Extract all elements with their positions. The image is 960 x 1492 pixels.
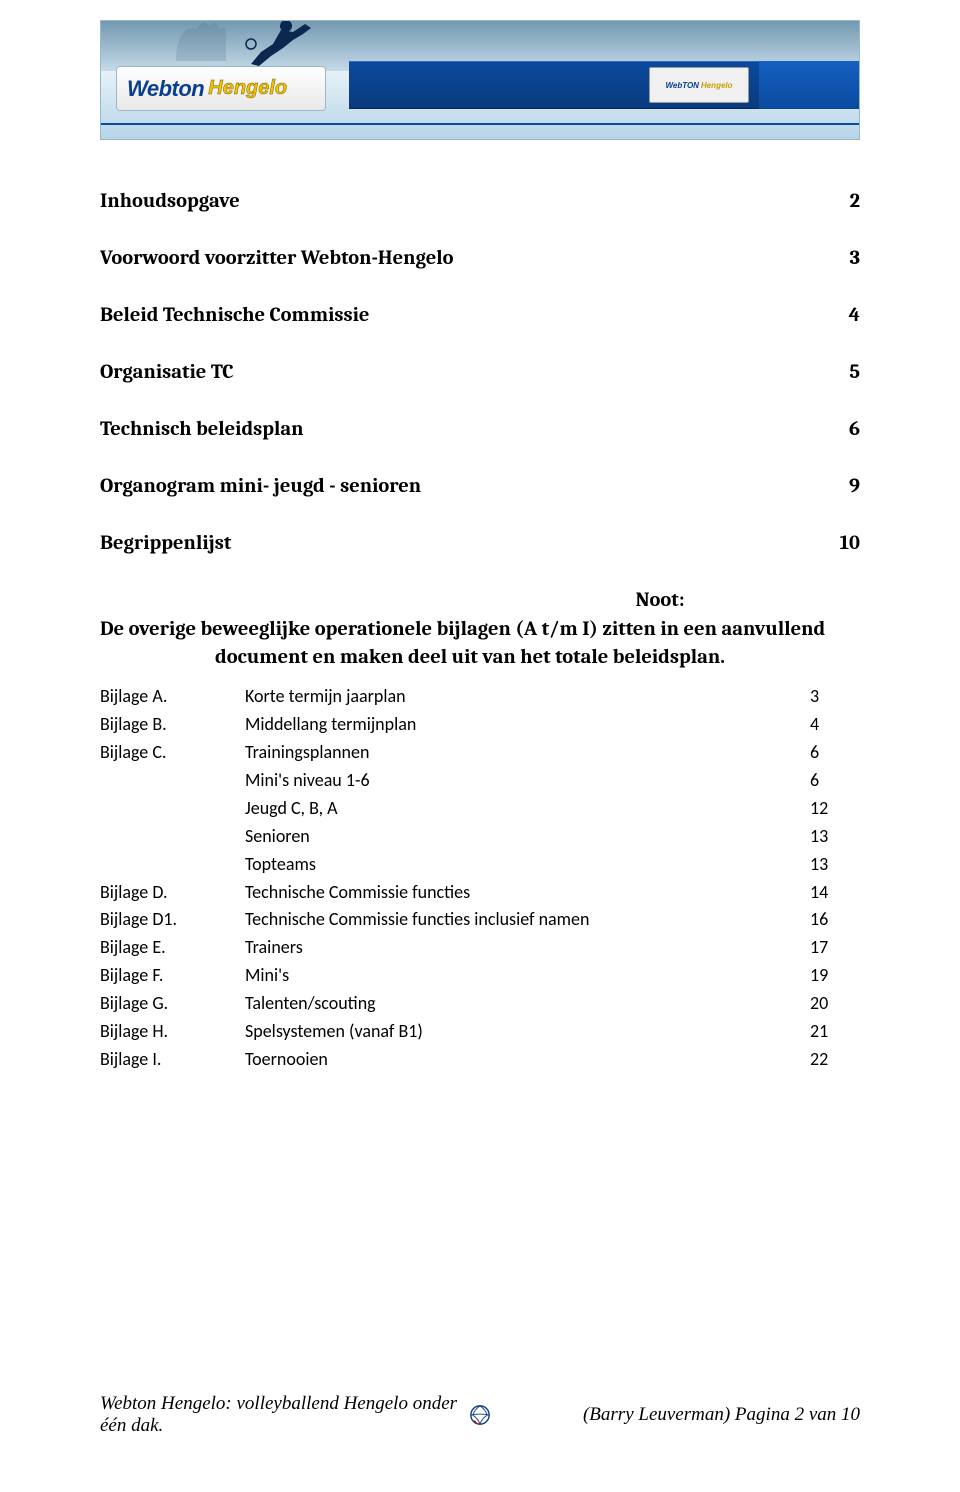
appendix-title: Jeugd C, B, A [245,795,810,823]
note-text: De overige beweeglijke operationele bijl… [100,616,860,671]
appendix-row: Bijlage E.Trainers17 [100,934,860,962]
toc-row: Organisatie TC 5 [100,361,860,384]
footer-right-text: (Barry Leuverman) Pagina 2 van 10 [495,1404,860,1426]
toc-label: Begrippenlijst [100,532,231,555]
hand-silhouette-icon [171,21,231,61]
appendix-list: Bijlage A.Korte termijn jaarplan3 Bijlag… [100,683,860,1073]
appendix-row: Bijlage A.Korte termijn jaarplan3 [100,683,860,711]
banner-underline [101,123,859,125]
table-of-contents: Inhoudsopgave 2 Voorwoord voorzitter Web… [100,190,860,555]
header-banner: Webton Hengelo WebTON Hengelo [100,20,860,140]
appendix-key [100,767,245,795]
appendix-key [100,851,245,879]
toc-label: Organisatie TC [100,361,234,384]
appendix-key: Bijlage I. [100,1046,245,1074]
toc-page: 6 [820,418,860,441]
appendix-key: Bijlage F. [100,962,245,990]
note-title: Noot: [100,589,860,612]
note-block: Noot: De overige beweeglijke operationel… [100,589,860,671]
appendix-key: Bijlage A. [100,683,245,711]
appendix-key: Bijlage H. [100,1018,245,1046]
toc-page: 9 [820,475,860,498]
toc-label: Beleid Technische Commissie [100,304,369,327]
toc-row: Begrippenlijst 10 [100,532,860,555]
appendix-key: Bijlage D1. [100,906,245,934]
note-line1: De overige beweeglijke operationele bijl… [100,616,860,644]
toc-row: Inhoudsopgave 2 [100,190,860,213]
appendix-title: Mini's niveau 1-6 [245,767,810,795]
volleyball-icon [465,1404,495,1426]
toc-label: Inhoudsopgave [100,190,240,213]
appendix-row: Bijlage D1.Technische Commissie functies… [100,906,860,934]
appendix-row: Bijlage C.Trainingsplannen6 [100,739,860,767]
appendix-row: Bijlage H.Spelsystemen (vanaf B1)21 [100,1018,860,1046]
appendix-page: 12 [810,795,860,823]
badge-text-hengelo: Hengelo [701,81,733,90]
appendix-row: Bijlage D.Technische Commissie functies1… [100,879,860,907]
appendix-title: Trainingsplannen [245,739,810,767]
appendix-key [100,823,245,851]
volleyball-player-icon [231,20,321,71]
appendix-page: 20 [810,990,860,1018]
appendix-subrow: Mini's niveau 1-66 [100,767,860,795]
appendix-page: 13 [810,823,860,851]
appendix-page: 17 [810,934,860,962]
appendix-title: Trainers [245,934,810,962]
toc-label: Technisch beleidsplan [100,418,304,441]
appendix-page: 22 [810,1046,860,1074]
badge-text-webton: WebTON [665,81,698,90]
appendix-subrow: Topteams13 [100,851,860,879]
banner-badge: WebTON Hengelo [649,67,749,103]
appendix-row: Bijlage G.Talenten/scouting20 [100,990,860,1018]
toc-page: 2 [820,190,860,213]
appendix-title: Senioren [245,823,810,851]
logo-text-webton: Webton [127,76,204,102]
page-footer: Webton Hengelo: volleyballend Hengelo on… [100,1393,860,1437]
appendix-page: 4 [810,711,860,739]
toc-page: 5 [820,361,860,384]
appendix-subrow: Senioren13 [100,823,860,851]
appendix-row: Bijlage I.Toernooien22 [100,1046,860,1074]
appendix-page: 6 [810,739,860,767]
appendix-title: Toernooien [245,1046,810,1074]
toc-page: 4 [820,304,860,327]
toc-row: Organogram mini- jeugd - senioren 9 [100,475,860,498]
appendix-page: 21 [810,1018,860,1046]
toc-label: Organogram mini- jeugd - senioren [100,475,421,498]
appendix-title: Technische Commissie functies inclusief … [245,906,810,934]
appendix-key: Bijlage E. [100,934,245,962]
logo-box: Webton Hengelo [116,66,326,111]
toc-row: Beleid Technische Commissie 4 [100,304,860,327]
appendix-page: 6 [810,767,860,795]
appendix-key: Bijlage D. [100,879,245,907]
toc-page: 10 [820,532,860,555]
note-line2: document en maken deel uit van het total… [100,644,860,672]
appendix-row: Bijlage B.Middellang termijnplan4 [100,711,860,739]
appendix-title: Topteams [245,851,810,879]
appendix-key: Bijlage B. [100,711,245,739]
appendix-page: 16 [810,906,860,934]
toc-row: Technisch beleidsplan 6 [100,418,860,441]
toc-row: Voorwoord voorzitter Webton-Hengelo 3 [100,247,860,270]
appendix-title: Talenten/scouting [245,990,810,1018]
banner-ribbon-end [759,61,859,109]
logo-text-hengelo: Hengelo [208,77,287,100]
appendix-title: Technische Commissie functies [245,879,810,907]
footer-left-text: Webton Hengelo: volleyballend Hengelo on… [100,1393,465,1437]
appendix-page: 14 [810,879,860,907]
appendix-page: 13 [810,851,860,879]
appendix-title: Spelsystemen (vanaf B1) [245,1018,810,1046]
toc-page: 3 [820,247,860,270]
appendix-key: Bijlage G. [100,990,245,1018]
appendix-page: 3 [810,683,860,711]
appendix-title: Middellang termijnplan [245,711,810,739]
appendix-title: Mini's [245,962,810,990]
appendix-row: Bijlage F.Mini's19 [100,962,860,990]
appendix-key: Bijlage C. [100,739,245,767]
appendix-key [100,795,245,823]
toc-label: Voorwoord voorzitter Webton-Hengelo [100,247,453,270]
appendix-subrow: Jeugd C, B, A12 [100,795,860,823]
appendix-title: Korte termijn jaarplan [245,683,810,711]
appendix-page: 19 [810,962,860,990]
